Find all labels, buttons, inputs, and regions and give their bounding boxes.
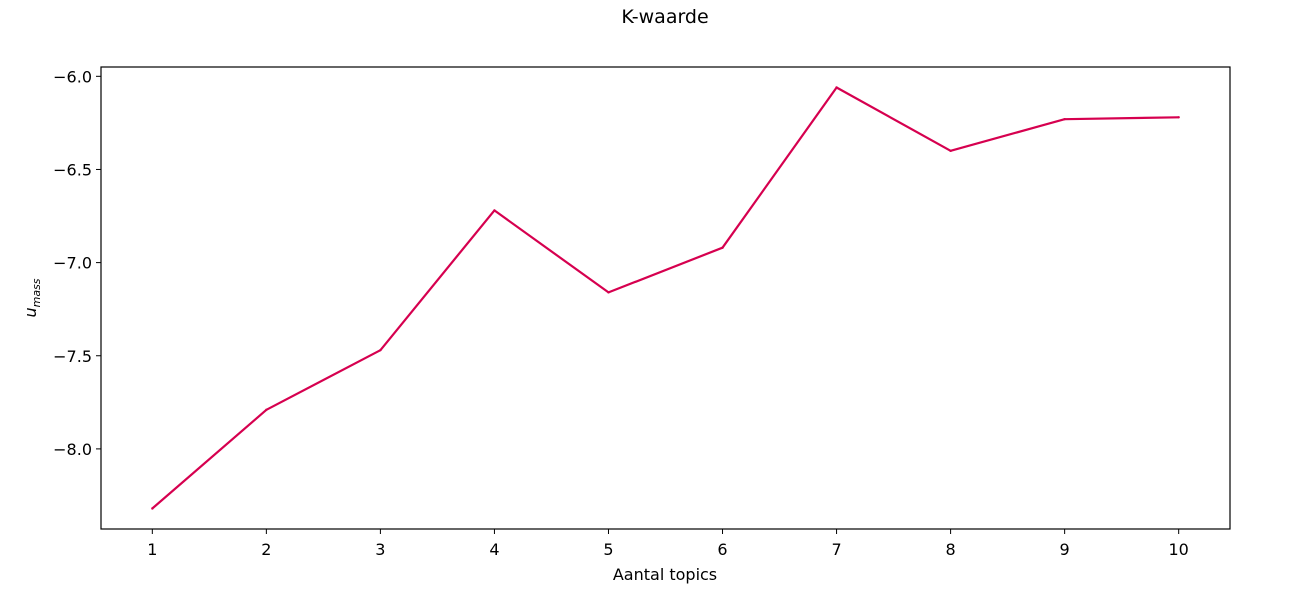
y-axis-title: umass	[21, 278, 43, 317]
data-point	[1063, 117, 1066, 121]
data-point	[151, 507, 154, 510]
y-tick-label: −8.0	[53, 440, 92, 459]
x-tick-label: 5	[603, 540, 613, 559]
y-axis-title-subscript: mass	[30, 278, 43, 307]
y-tick-label: −7.0	[53, 254, 92, 273]
x-tick-label: 3	[375, 540, 385, 559]
x-tick-label: 2	[261, 540, 271, 559]
data-point	[493, 209, 496, 212]
plot-area	[100, 66, 1231, 530]
x-tick-label: 6	[717, 540, 727, 559]
x-tick-label: 9	[1060, 540, 1070, 559]
data-point	[721, 246, 724, 249]
data-point	[265, 408, 268, 411]
x-axis-title: Aantal topics	[613, 565, 717, 584]
data-point	[379, 348, 382, 352]
x-tick-label: 8	[946, 540, 956, 559]
series-line	[151, 86, 1179, 510]
y-tick-label: −6.0	[53, 67, 92, 86]
data-point	[607, 291, 610, 294]
x-tick-label: 7	[831, 540, 841, 559]
x-tick-label: 4	[489, 540, 499, 559]
data-point	[835, 86, 838, 89]
series-layer	[151, 86, 1180, 510]
data-point	[1177, 116, 1180, 119]
y-tick-label: −7.5	[53, 347, 92, 366]
y-axis: −6.0 −6.5 −7.0 −7.5 −8.0	[53, 67, 101, 459]
y-tick-label: −6.5	[53, 160, 92, 179]
x-axis: 1 2 3 4 5 6 7 8 9 10	[147, 529, 1189, 559]
x-tick-label: 1	[147, 540, 157, 559]
y-axis-title-main: u	[21, 307, 40, 317]
chart-title: K-waarde	[621, 6, 708, 28]
data-point	[949, 149, 952, 153]
x-tick-label: 10	[1169, 540, 1189, 559]
